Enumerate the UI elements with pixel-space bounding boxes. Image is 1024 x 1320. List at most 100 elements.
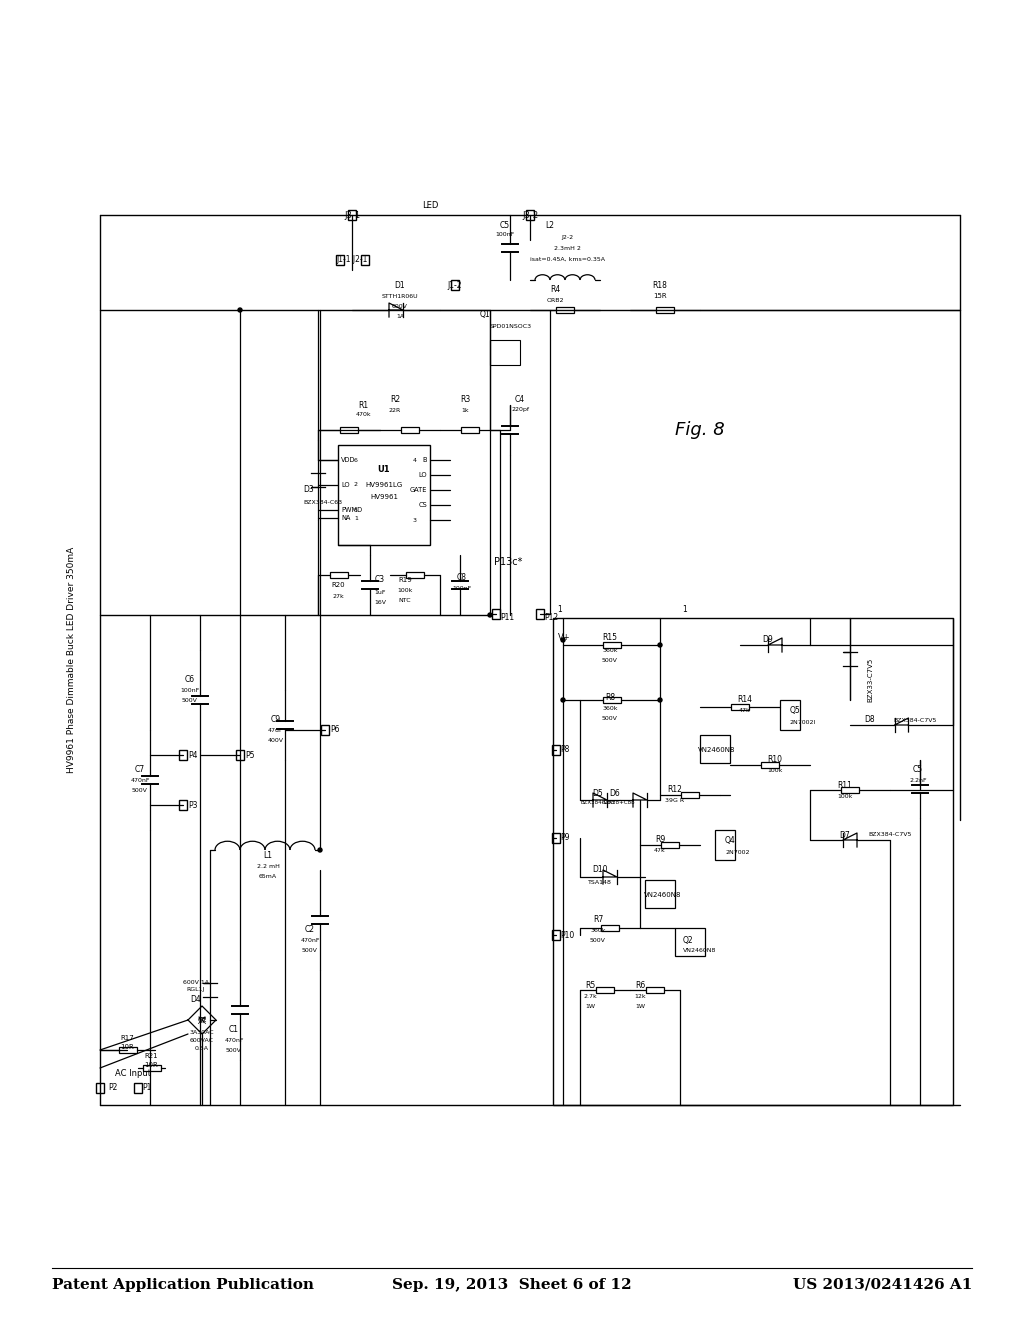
Text: US 2013/0241426 A1: US 2013/0241426 A1 [793, 1278, 972, 1292]
Text: BZX384-C63: BZX384-C63 [303, 499, 342, 504]
Text: P1: P1 [142, 1084, 152, 1093]
Bar [492, 609, 500, 619]
Text: 1W: 1W [585, 1003, 595, 1008]
Circle shape [658, 643, 662, 647]
Text: 1: 1 [354, 516, 358, 520]
Text: Q5: Q5 [790, 705, 801, 714]
Text: 500V: 500V [590, 939, 606, 944]
Bar [321, 725, 329, 735]
Text: R5: R5 [585, 981, 595, 990]
Text: 2.2 mH: 2.2 mH [257, 863, 280, 869]
Text: R17: R17 [120, 1035, 134, 1041]
Text: J2-2: J2-2 [561, 235, 573, 239]
Bar [645, 880, 675, 908]
Circle shape [561, 638, 565, 642]
Circle shape [318, 847, 322, 851]
Bar [338, 445, 430, 545]
Text: Q4: Q4 [725, 836, 736, 845]
Text: SPD01NSOC3: SPD01NSOC3 [490, 325, 532, 330]
Text: 2.2nF: 2.2nF [909, 777, 927, 783]
Text: D8: D8 [864, 715, 876, 725]
Text: PWMD: PWMD [341, 507, 362, 513]
Text: VN2460N8: VN2460N8 [698, 747, 736, 752]
Bar [361, 255, 369, 265]
Text: R20: R20 [331, 582, 345, 587]
Text: 500V: 500V [302, 948, 317, 953]
Text: 100nF: 100nF [180, 688, 200, 693]
Text: P13c*: P13c* [494, 557, 522, 568]
Text: 0.5A: 0.5A [195, 1045, 209, 1051]
Text: 3: 3 [413, 517, 417, 523]
Text: R1: R1 [358, 400, 368, 409]
Text: 1: 1 [683, 606, 687, 615]
Text: P6: P6 [330, 726, 340, 734]
Text: J3-1: J3-1 [344, 210, 360, 219]
Text: V+: V+ [558, 634, 570, 643]
Bar [602, 642, 621, 648]
Bar [179, 750, 187, 760]
Bar [552, 833, 560, 843]
Text: U1: U1 [378, 466, 390, 474]
Text: 1: 1 [558, 606, 562, 615]
Text: P3: P3 [188, 800, 198, 809]
Bar [526, 210, 534, 220]
Circle shape [488, 612, 492, 616]
Text: Q1: Q1 [480, 310, 490, 319]
Bar [461, 426, 479, 433]
Text: VN2460N8: VN2460N8 [683, 949, 717, 953]
Text: P2: P2 [108, 1084, 118, 1093]
Text: C5: C5 [500, 220, 510, 230]
Text: C7: C7 [135, 766, 145, 775]
Bar [96, 1082, 104, 1093]
Text: R7: R7 [593, 916, 603, 924]
Bar [336, 255, 344, 265]
Text: P12: P12 [544, 614, 558, 623]
Text: R8: R8 [605, 693, 615, 702]
Text: D10: D10 [592, 866, 608, 874]
Text: 5: 5 [354, 507, 358, 512]
Text: Q2: Q2 [198, 1016, 207, 1023]
Text: R2: R2 [390, 396, 400, 404]
Bar [134, 1082, 142, 1093]
Bar [556, 308, 574, 313]
Text: D3: D3 [303, 486, 313, 495]
Text: D4: D4 [190, 995, 202, 1005]
Text: D1: D1 [394, 281, 406, 289]
Bar [646, 987, 664, 993]
Text: R6: R6 [635, 981, 645, 990]
Text: 600VAC: 600VAC [190, 1038, 214, 1043]
Text: 100k: 100k [838, 793, 853, 799]
Text: 400V: 400V [268, 738, 284, 742]
Text: 500V: 500V [226, 1048, 242, 1052]
Bar [406, 572, 424, 578]
Text: 100nF: 100nF [453, 586, 472, 591]
Text: P5: P5 [245, 751, 255, 759]
Bar [552, 931, 560, 940]
Text: LED: LED [422, 201, 438, 210]
Text: L1: L1 [263, 850, 272, 859]
Bar [142, 1065, 161, 1071]
Text: 1uF: 1uF [374, 590, 386, 594]
Circle shape [238, 308, 242, 312]
Text: 1k: 1k [461, 408, 469, 412]
Text: 470k: 470k [355, 412, 371, 417]
Text: NA: NA [341, 515, 350, 521]
Text: STTH1R06U: STTH1R06U [382, 293, 419, 298]
Text: R14: R14 [737, 696, 753, 705]
Text: BZX33-C7V5: BZX33-C7V5 [867, 657, 873, 702]
Bar [348, 210, 356, 220]
Text: 500V: 500V [132, 788, 147, 792]
Text: 600V: 600V [392, 304, 408, 309]
Bar [602, 697, 621, 704]
Text: CS: CS [418, 502, 427, 508]
Text: BZX384-C88: BZX384-C88 [581, 800, 615, 805]
Text: Q2: Q2 [683, 936, 693, 945]
Text: 470nF: 470nF [130, 777, 150, 783]
Text: R19: R19 [398, 577, 412, 583]
Text: RGL1J: RGL1J [186, 987, 205, 993]
Text: GATE: GATE [410, 487, 427, 492]
Text: R21: R21 [144, 1053, 158, 1059]
Bar [662, 842, 679, 847]
Bar [656, 308, 674, 313]
Text: HV9961 Phase Dimmable Buck LED Driver 350mA: HV9961 Phase Dimmable Buck LED Driver 35… [68, 546, 77, 774]
